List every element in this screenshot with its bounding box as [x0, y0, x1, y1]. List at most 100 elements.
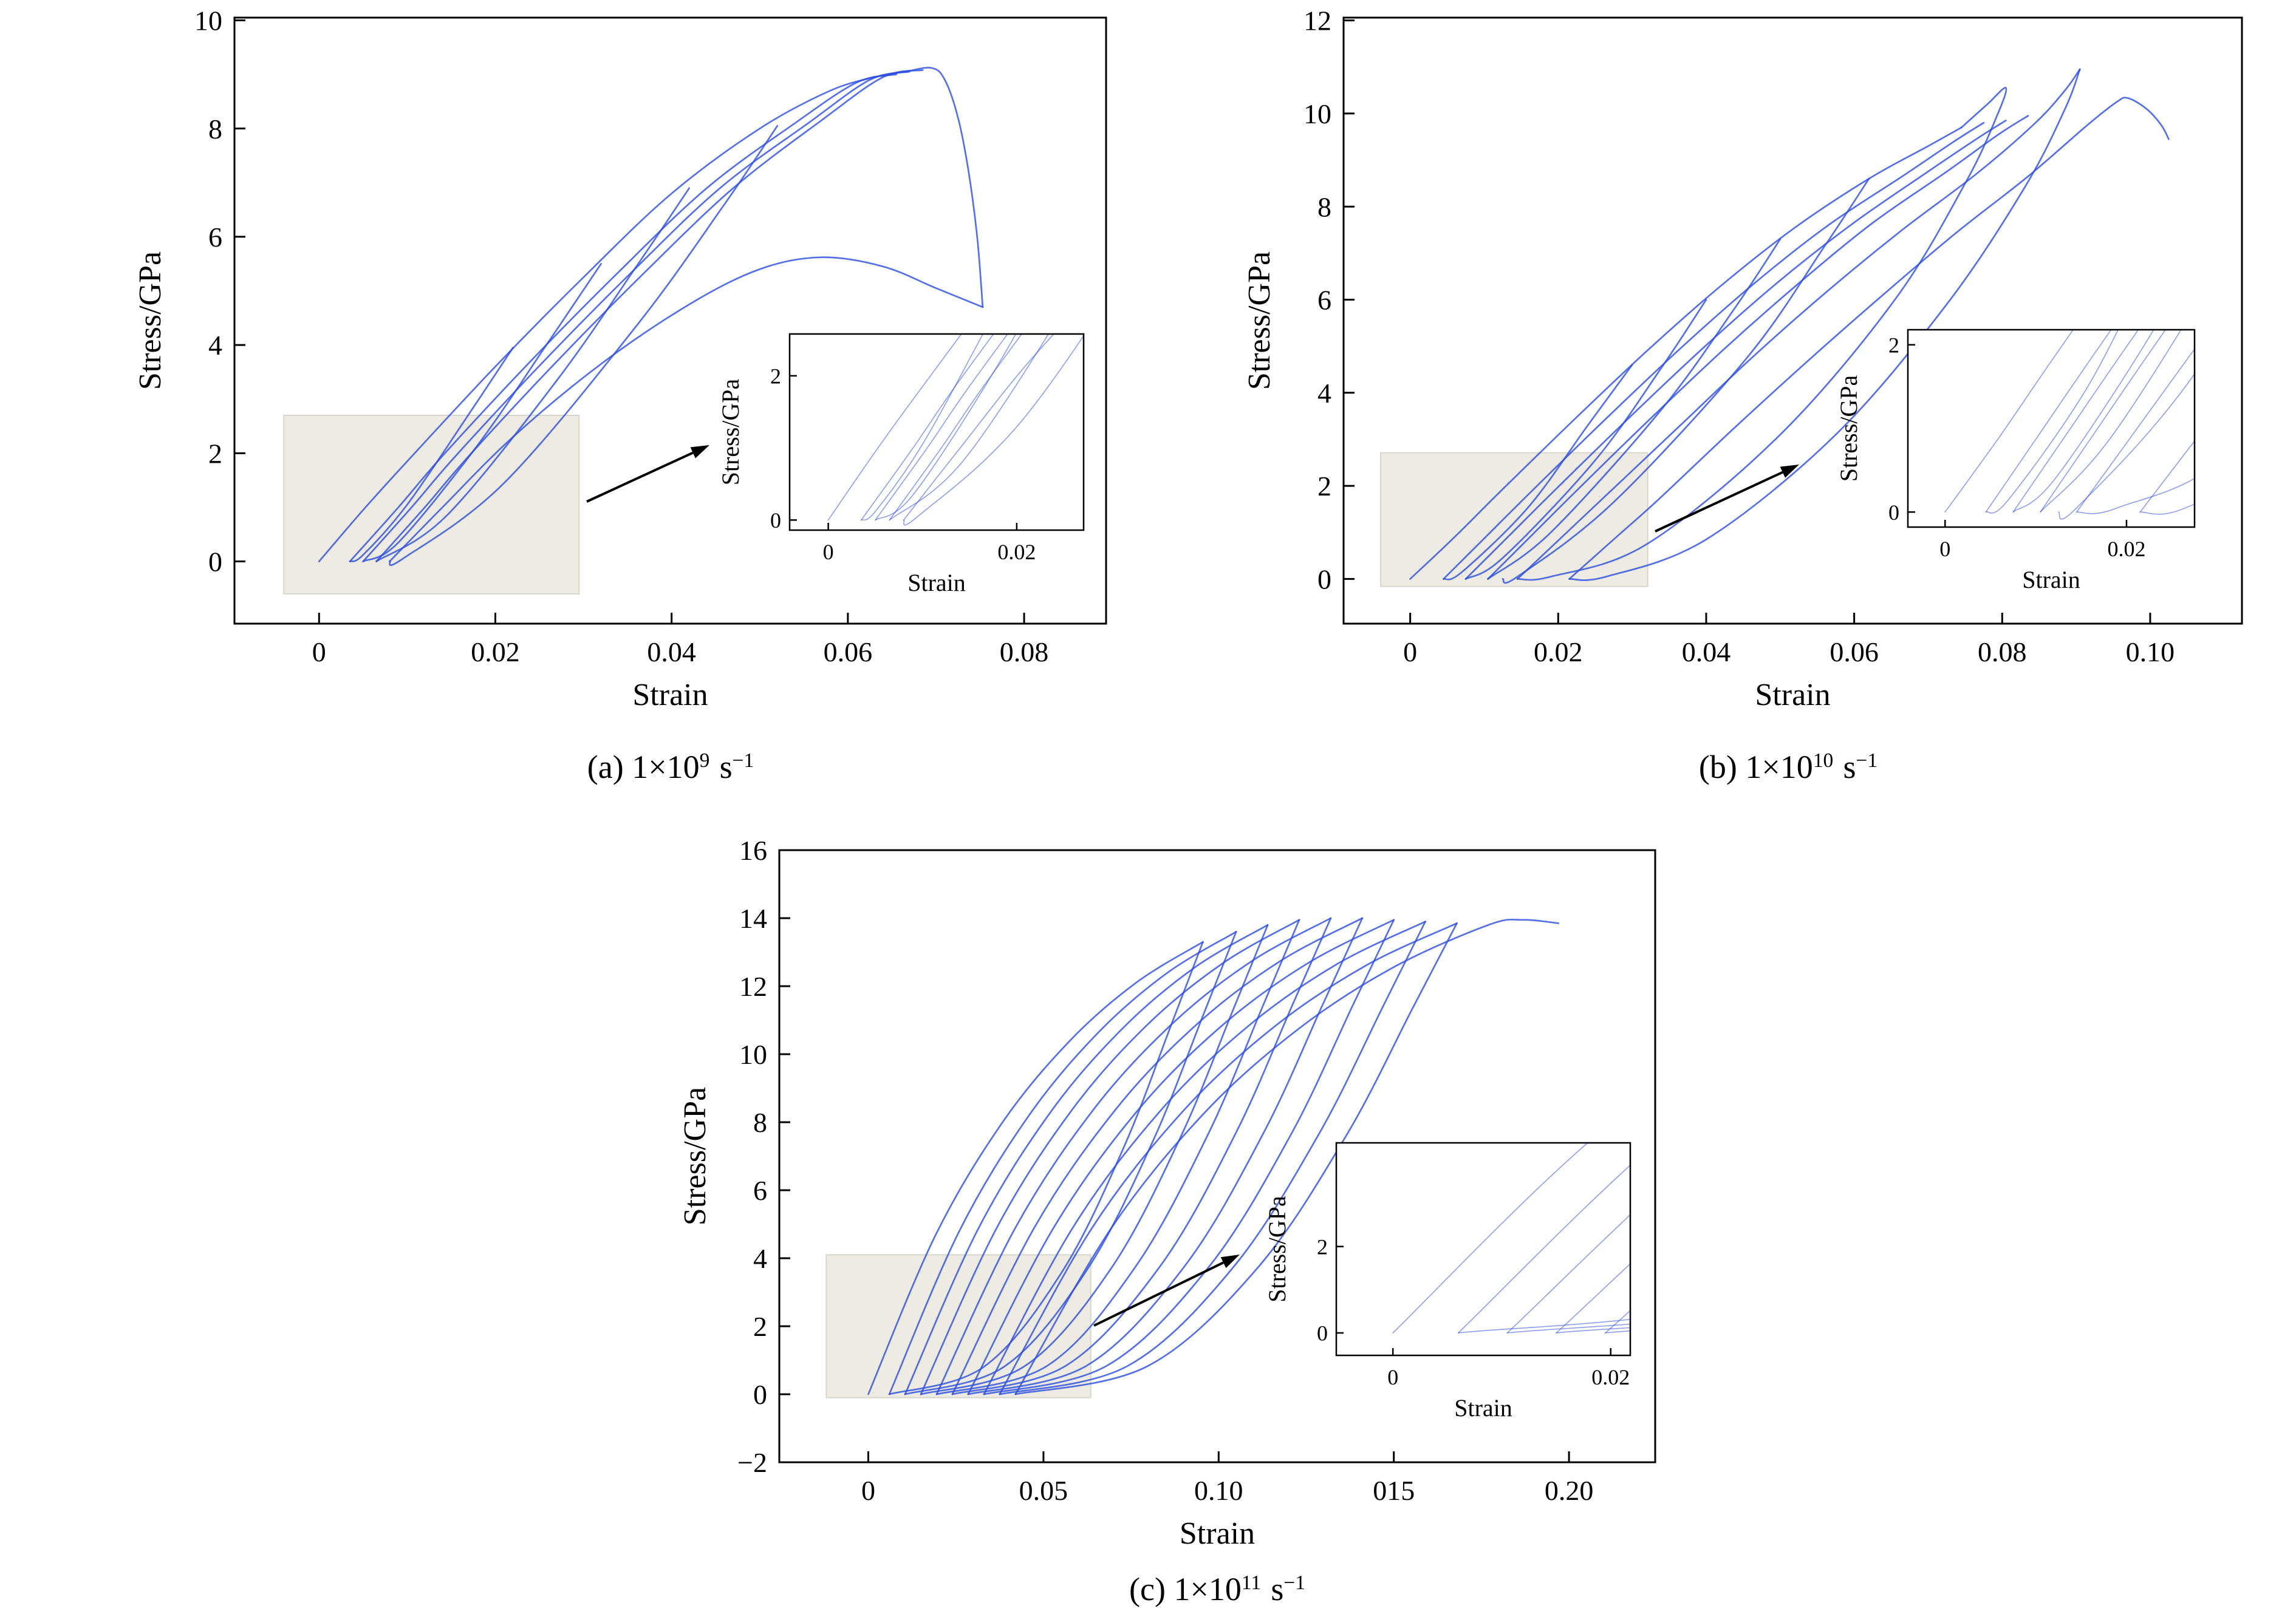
- plot-frame-inset-c: [1335, 1142, 1631, 1357]
- zoom-arrow-head-b: [1780, 465, 1799, 478]
- curve-unloading-6: [967, 917, 1364, 1395]
- curve-unloading-5: [1654, 728, 2296, 1333]
- curve-unloading-3: [1556, 1327, 1630, 1334]
- y-axis-label-inset-a: Stress/GPa: [717, 378, 744, 485]
- curve-loading-1: [827, 334, 962, 521]
- y-tick-label-inset-b: 0: [1888, 500, 1899, 525]
- panel-b: 0 0.02 0.04 0.06 0.08 0.10 0 2 4 6 8 10 12 Strain Stre…: [1242, 5, 2243, 712]
- curve-unloading-1: [349, 347, 514, 562]
- curve-unloading-1: [861, 334, 984, 521]
- curve-loading-1: [1392, 1143, 1589, 1334]
- curve-unloading-2: [2012, 330, 2154, 513]
- curves-a: [318, 67, 984, 567]
- x-tick-label-a: 0.04: [647, 636, 696, 667]
- y-tick-label-c: 8: [753, 1107, 767, 1138]
- panel-c: 0 0.05 0.10 015 0.20 −2 0 2 4 6 8 10 12 14 16 Strain Str…: [678, 728, 2296, 1551]
- x-tick-label-c: 0.20: [1545, 1475, 1594, 1506]
- y-tick-label-c: 4: [753, 1243, 767, 1274]
- curve-unloading-4: [1605, 1330, 1630, 1334]
- y-tick-label-c: 14: [739, 903, 767, 934]
- y-tick-label-b: 8: [1317, 191, 1331, 222]
- y-tick-label-a: 4: [208, 330, 222, 361]
- x-tick-label-a: 0.06: [824, 636, 873, 667]
- caption-panel-c: (c) 1×1011 s−1: [1129, 1570, 1305, 1608]
- curve-reloading-5: [1605, 1310, 1630, 1334]
- y-tick-label-b: 0: [1317, 564, 1331, 595]
- y-tick-label-inset-a: 2: [770, 364, 781, 388]
- curve-unloading-3: [2040, 330, 2182, 513]
- y-tick-label-inset-b: 2: [1888, 333, 1899, 357]
- curve-unloading-7: [983, 919, 1395, 1395]
- curve-unloading-4: [389, 124, 779, 567]
- curve-reloading-2: [888, 931, 1237, 1395]
- curve-reloading-6: [1654, 728, 2296, 1333]
- curve-loading-1: [1944, 330, 2074, 513]
- curve-reloading-7: [967, 919, 1395, 1395]
- curve-loading-3: [2012, 330, 2139, 513]
- curve-unloading-9: [1850, 735, 2296, 1333]
- y-tick-label-c: 12: [739, 971, 767, 1002]
- x-tick-label-inset-b: 0: [1939, 537, 1950, 561]
- x-tick-label-inset-b: 0.02: [2107, 537, 2145, 561]
- y-tick-label-b: 10: [1303, 98, 1331, 129]
- y-axis-label-inset-b: Stress/GPa: [1835, 375, 1862, 482]
- plot-frame-a: [233, 16, 1107, 625]
- x-tick-label-b: 0.04: [1682, 636, 1731, 667]
- y-axis-label-inset-c: Stress/GPa: [1263, 1196, 1291, 1303]
- y-tick-label-b: 4: [1317, 378, 1331, 409]
- y-tick-label-a: 6: [208, 222, 222, 253]
- x-tick-label-inset-c: 0.02: [1591, 1365, 1630, 1389]
- highlight-box-c: [825, 1254, 1092, 1398]
- y-tick-label-inset-c: 2: [1317, 1235, 1328, 1259]
- zoom-arrow-a: [586, 451, 694, 503]
- x-tick-label-b: 0.10: [2126, 636, 2175, 667]
- caption-panel-b: (b) 1×1010 s−1: [1699, 748, 1877, 786]
- y-tick-label-c: 0: [753, 1379, 767, 1410]
- y-tick-label-b: 6: [1317, 285, 1331, 316]
- curve-peak-and-softening: [873, 67, 984, 308]
- curve-loading-1: [318, 76, 875, 562]
- curve-loading-4: [1487, 115, 2029, 580]
- x-tick-label-b: 0.06: [1830, 636, 1879, 667]
- plot-frame-inset-b: [1907, 329, 2196, 528]
- curve-unloading-7: [1752, 731, 2296, 1333]
- curve-unloading-5: [951, 917, 1332, 1395]
- curve-loading-2: [349, 73, 898, 562]
- x-tick-label-inset-a: 0.02: [997, 540, 1036, 564]
- caption-c-unit: s: [1271, 1571, 1284, 1607]
- curve-unloading-2: [1464, 299, 1707, 580]
- caption-c-exponent: 11: [1241, 1571, 1262, 1594]
- x-axis-label-b: Strain: [1755, 678, 1830, 712]
- curve-unloading-3: [1487, 238, 1782, 580]
- caption-c-unit-exponent: −1: [1283, 1571, 1305, 1594]
- x-axis-label-inset-b: Strain: [2022, 566, 2080, 593]
- curve-reloading-7: [1703, 731, 2296, 1333]
- caption-b-exponent: 10: [1813, 749, 1834, 772]
- x-axis-label-c: Strain: [1180, 1516, 1255, 1551]
- curve-loading-1: [867, 941, 1204, 1395]
- x-axis-label-inset-c: Strain: [1454, 1394, 1512, 1422]
- x-tick-label-c: 0.10: [1194, 1475, 1243, 1506]
- curve-reloading-8: [983, 921, 1426, 1395]
- curve-unloading-4: [935, 919, 1300, 1395]
- x-tick-label-a: 0.02: [471, 636, 520, 667]
- curve-unloading-8: [1801, 732, 2296, 1333]
- curve-reloading-4: [1556, 1263, 1630, 1334]
- x-tick-label-inset-a: 0: [823, 540, 834, 564]
- x-tick-label-c: 0.05: [1019, 1475, 1068, 1506]
- caption-a-prefix: (a) 1×10: [587, 749, 700, 785]
- x-tick-label-a: 0.08: [1000, 636, 1049, 667]
- y-tick-label-b: 12: [1303, 5, 1331, 36]
- curve-reloading-9: [1801, 735, 2296, 1333]
- curve-reloading-6: [951, 917, 1364, 1395]
- curve-final-reloading: [1568, 97, 2170, 580]
- caption-b-unit: s: [1843, 749, 1856, 785]
- y-tick-label-c: −2: [737, 1447, 767, 1478]
- caption-a-unit-exponent: −1: [732, 749, 754, 772]
- curves-inset-b: [1944, 330, 2195, 520]
- curve-loading-2: [1985, 330, 2112, 513]
- plot-frame-c: [778, 849, 1656, 1463]
- plot-frame-b: [1342, 16, 2243, 625]
- curves-inset-c: [1392, 728, 2296, 1334]
